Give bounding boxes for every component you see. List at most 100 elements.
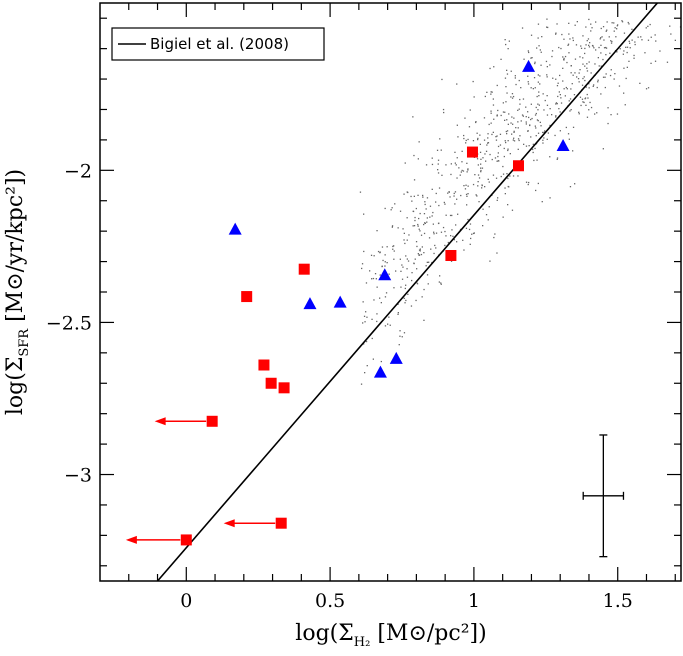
background-point (363, 343, 365, 345)
background-point (457, 213, 459, 215)
background-point (466, 204, 468, 206)
background-point (623, 67, 625, 69)
background-point (426, 274, 429, 276)
background-point (428, 237, 431, 239)
background-point (606, 21, 608, 23)
background-point (439, 275, 441, 277)
background-point (627, 21, 629, 24)
background-point (506, 173, 508, 175)
background-point (492, 131, 494, 133)
background-point (376, 286, 378, 288)
background-point (437, 169, 439, 171)
background-point (586, 116, 589, 118)
background-point (486, 144, 488, 146)
background-point (644, 52, 646, 54)
background-point (674, 39, 676, 41)
background-point (610, 42, 613, 44)
background-point (598, 65, 600, 67)
background-point (512, 123, 514, 125)
background-point (498, 160, 500, 162)
upper-limit-arrow-head (125, 535, 137, 544)
background-point (618, 85, 621, 87)
background-point (596, 112, 598, 114)
background-point (497, 155, 499, 158)
background-point (422, 196, 424, 198)
background-point (379, 274, 381, 276)
background-point (561, 33, 563, 36)
background-point (504, 193, 506, 195)
background-point (616, 28, 618, 30)
background-point (482, 225, 484, 227)
background-point (412, 225, 414, 227)
background-point (406, 268, 408, 270)
background-point (537, 132, 540, 134)
background-point (440, 282, 442, 284)
background-point (414, 216, 416, 219)
background-point (549, 197, 551, 199)
background-point (435, 232, 438, 234)
background-point (376, 320, 378, 323)
background-point (366, 365, 368, 367)
background-point (371, 337, 373, 340)
background-point (537, 103, 539, 105)
background-point (594, 113, 596, 115)
background-point (475, 121, 477, 123)
background-point (502, 102, 504, 104)
background-point (572, 39, 574, 42)
red-square-marker (298, 263, 310, 275)
background-point (538, 45, 540, 47)
red-square-marker (512, 160, 524, 172)
background-point (579, 69, 581, 71)
background-point (495, 136, 497, 138)
background-point (417, 194, 419, 196)
background-point (500, 175, 502, 178)
background-point (490, 91, 492, 93)
background-point (496, 115, 498, 117)
background-point (426, 217, 428, 219)
background-point (555, 33, 557, 35)
background-point (496, 252, 498, 254)
background-point (549, 64, 551, 66)
background-point (373, 299, 375, 301)
background-point (488, 206, 490, 208)
background-point (415, 299, 417, 302)
background-point (419, 248, 421, 250)
background-point (480, 167, 482, 169)
background-point (414, 258, 416, 260)
background-point (401, 264, 403, 266)
background-point (485, 150, 488, 152)
background-point (513, 117, 515, 119)
background-point (424, 201, 426, 203)
background-point (496, 114, 498, 116)
background-point (669, 25, 671, 27)
blue-triangle-marker (373, 365, 387, 378)
background-point (465, 227, 468, 229)
background-point (539, 121, 541, 123)
background-point (416, 245, 418, 248)
background-point (411, 279, 413, 282)
background-point (377, 250, 380, 253)
background-point (431, 163, 434, 166)
background-point (513, 137, 515, 139)
background-point (456, 157, 458, 159)
background-point (505, 86, 507, 88)
background-point (417, 223, 419, 226)
background-point (497, 152, 499, 154)
background-point (461, 161, 463, 163)
background-point (488, 123, 490, 126)
background-point (437, 172, 440, 174)
background-point (391, 207, 393, 209)
background-point (546, 138, 548, 140)
background-point (435, 192, 437, 195)
background-point (449, 214, 452, 217)
background-point (504, 39, 506, 41)
background-point (629, 47, 631, 49)
background-point (503, 147, 505, 150)
background-point (574, 183, 576, 185)
background-point (587, 38, 590, 40)
background-point (376, 313, 378, 315)
background-point (365, 311, 367, 313)
background-point (438, 204, 440, 207)
background-point (405, 299, 407, 302)
background-point (481, 167, 484, 169)
